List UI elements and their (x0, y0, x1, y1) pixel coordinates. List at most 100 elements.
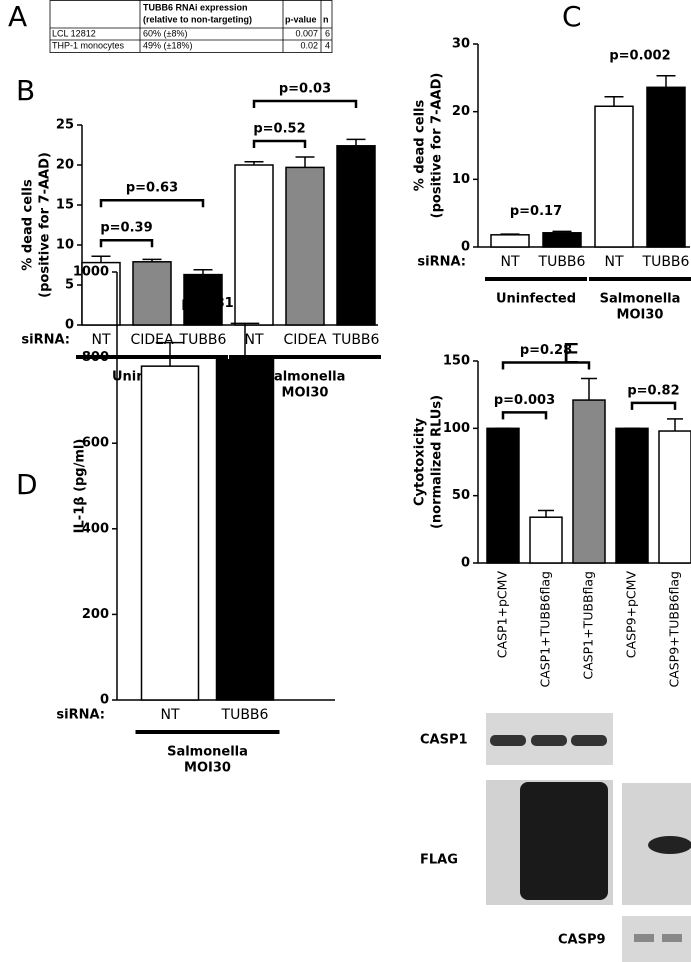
y-tick-label: 200 (82, 607, 109, 622)
x-tick-label: CASP9+TUBB6flag (667, 571, 682, 688)
x-tick-label: NT (244, 332, 263, 348)
y-axis-label: IL-1β (pg/ml) (73, 439, 88, 534)
x-tick-label: TUBB6 (332, 332, 380, 348)
bar (572, 399, 606, 564)
blot-band (571, 735, 607, 746)
table-cell: 49% (±18%) (143, 40, 192, 50)
blot-label: CASP9 (558, 933, 606, 948)
bar (81, 261, 121, 326)
x-prefix: siRNA: (417, 255, 466, 270)
y-axis-label: Cytotoxicity (413, 417, 428, 506)
bracket (630, 401, 677, 410)
y-tick-label: 10 (56, 238, 74, 253)
table-header: p-value (285, 14, 317, 24)
y-tick-label: 0 (100, 693, 109, 708)
bracket (501, 411, 548, 420)
x-tick-label: CASP1+TUBB6flag (538, 571, 553, 688)
y-tick-label: 400 (82, 521, 109, 536)
table: TUBB6 RNAi expression (relative to non-t… (49, 0, 333, 53)
blots: CASP1 FLAG CASP9 (420, 713, 691, 962)
y-tick-label: 50 (452, 488, 470, 503)
bracket (99, 238, 154, 248)
bracket (252, 99, 358, 108)
y-tick-label: 100 (443, 421, 470, 436)
panel-letter: C (562, 0, 582, 33)
table-border (49, 0, 333, 53)
x-tick-label: TUBB6 (538, 254, 586, 270)
group-label: Salmonella (265, 370, 346, 385)
y-tick-label: 20 (452, 104, 470, 119)
group-label: Uninfected (496, 292, 576, 307)
x-prefix: siRNA: (21, 333, 70, 348)
bracket (252, 139, 307, 148)
y-tick-label: 5 (65, 278, 74, 293)
bar (646, 86, 686, 248)
y-tick-label: 20 (56, 158, 74, 173)
x-tick-label: NT (604, 254, 623, 270)
panel-letter: D (16, 468, 38, 501)
group-label: Salmonella (167, 745, 248, 760)
group-label: MOI30 (282, 386, 329, 401)
bar (215, 358, 275, 701)
x-tick-label: TUBB6 (221, 707, 269, 723)
table-header: (relative to non-targeting) (143, 14, 252, 24)
y-axis-label: % dead cells (21, 179, 36, 271)
x-tick-label: TUBB6 (179, 332, 227, 348)
y-tick-label: 150 (443, 354, 470, 369)
blot-band (520, 782, 608, 900)
bracket (99, 198, 205, 208)
bar (234, 164, 274, 326)
table-cell: 6 (325, 28, 330, 38)
p-value: p=0.002 (609, 48, 670, 63)
y-axis-label: (normalized RLUs) (430, 395, 445, 529)
group-label: Salmonella (600, 292, 681, 307)
x-prefix: siRNA: (56, 708, 105, 723)
p-value: p=0.17 (510, 204, 562, 219)
blot-label: FLAG (420, 853, 458, 868)
bar (658, 430, 691, 564)
x-tick-label: CIDEA (283, 332, 327, 348)
p-value: p=0.28 (520, 343, 572, 358)
table-cell: 60% (±8%) (143, 28, 187, 38)
p-value: p=0.39 (100, 221, 152, 236)
bracket (501, 361, 591, 370)
y-axis-label: % dead cells (413, 100, 428, 192)
y-tick-label: 30 (452, 37, 470, 52)
y-tick-label: 25 (56, 118, 74, 133)
y-tick-label: 10 (452, 172, 470, 187)
blot-band (531, 735, 567, 746)
x-tick-label: CIDEA (130, 332, 174, 348)
bar (336, 145, 376, 326)
bar (615, 427, 649, 564)
y-tick-label: 0 (461, 240, 470, 255)
y-tick-label: 600 (82, 436, 109, 451)
p-value: p=0.003 (494, 393, 555, 408)
bar (529, 516, 563, 564)
bar (490, 234, 530, 248)
y-tick-label: 1000 (73, 265, 109, 280)
table-cell: LCL 12812 (52, 28, 96, 38)
blot-band (634, 934, 654, 942)
x-tick-label: NT (91, 332, 110, 348)
blot-band (490, 735, 526, 746)
x-tick-label: TUBB6 (642, 254, 690, 270)
p-value: p=0.81 (181, 296, 233, 311)
x-tick-label: NT (500, 254, 519, 270)
table-cell: THP-1 monocytes (52, 40, 125, 50)
bar (140, 365, 200, 701)
group-label: MOI30 (617, 308, 664, 323)
x-tick-label: CASP9+pCMV (624, 571, 639, 659)
table-header: TUBB6 RNAi expression (143, 2, 248, 12)
y-tick-label: 0 (65, 318, 74, 333)
p-value: p=0.82 (627, 383, 679, 398)
table-header: n (323, 14, 329, 24)
x-tick-label: CASP1+pCMV (495, 571, 510, 659)
bar (594, 105, 634, 248)
panel-letter: B (16, 74, 35, 107)
p-value: p=0.52 (253, 122, 305, 137)
y-axis-label: (positive for 7-AAD) (38, 152, 53, 298)
table-cell: 0.02 (300, 40, 318, 50)
table-cell: 4 (325, 40, 330, 50)
y-tick-label: 0 (461, 556, 470, 571)
